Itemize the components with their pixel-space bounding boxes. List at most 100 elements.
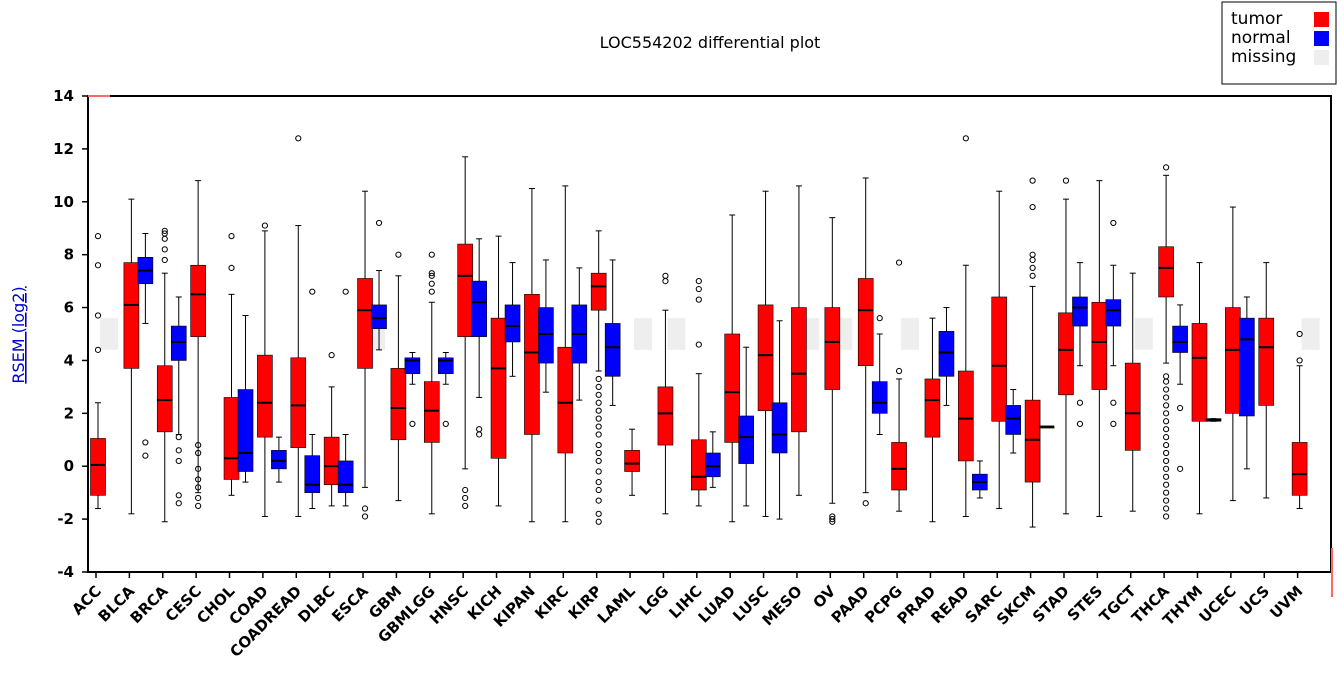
box-normal-ESCA xyxy=(371,219,387,351)
outlier-point xyxy=(476,431,483,438)
outlier-point xyxy=(175,500,182,507)
legend-swatch-normal xyxy=(1314,31,1329,46)
outlier-point xyxy=(428,272,435,279)
outlier-point xyxy=(595,497,602,504)
outlier-point xyxy=(1163,497,1170,504)
box-body xyxy=(1225,307,1241,414)
outlier-point xyxy=(695,296,702,303)
x-tick-label: ESCA xyxy=(328,582,372,626)
y-tick-label: 12 xyxy=(53,140,74,158)
outlier-point xyxy=(161,235,168,242)
outlier-point xyxy=(595,431,602,438)
y-tick-label: 6 xyxy=(64,299,74,317)
box-tumor-TGCT xyxy=(1124,272,1141,512)
outlier-point xyxy=(595,415,602,422)
box-normal-GBMLGG xyxy=(437,352,454,428)
box-tumor-KIRP xyxy=(590,230,607,525)
outlier-point xyxy=(1163,489,1170,496)
box-normal-LIHC xyxy=(705,431,721,488)
box-body xyxy=(1058,312,1074,396)
box-body xyxy=(705,452,721,478)
outlier-point xyxy=(195,476,202,483)
box-body xyxy=(490,317,507,459)
outlier-point xyxy=(1163,426,1170,433)
box-normal-KIPAN xyxy=(538,259,554,393)
plot-frame xyxy=(87,95,1332,573)
box-body xyxy=(1291,442,1308,496)
outlier-point xyxy=(662,278,669,285)
outlier-point xyxy=(175,492,182,499)
outlier-point xyxy=(662,272,669,279)
x-tick-label: UCEC xyxy=(1196,582,1240,626)
box-body xyxy=(924,378,941,438)
box-body xyxy=(123,262,140,369)
outlier-point xyxy=(595,407,602,414)
outlier-point xyxy=(1163,378,1170,385)
box-tumor-SKCM xyxy=(1024,177,1041,528)
box-body xyxy=(423,381,440,443)
outlier-point xyxy=(1029,256,1036,264)
outlier-point xyxy=(94,233,102,240)
y-tick-label: -4 xyxy=(57,563,74,581)
outlier-point xyxy=(1029,203,1036,211)
outlier-point xyxy=(195,449,202,457)
box-body xyxy=(90,438,106,496)
box-body xyxy=(304,455,321,493)
box-tumor-CHOL xyxy=(223,233,240,496)
outlier-point xyxy=(1163,465,1170,472)
box-body xyxy=(991,296,1008,422)
box-body xyxy=(237,389,254,472)
box-normal-BRCA xyxy=(170,296,187,507)
outlier-point xyxy=(1062,177,1070,184)
box-body xyxy=(938,331,955,377)
box-body xyxy=(437,357,454,374)
outlier-point xyxy=(1296,330,1303,338)
legend-label-missing: missing xyxy=(1231,47,1296,67)
box-normal-PAAD xyxy=(871,315,888,435)
box-body xyxy=(958,370,974,462)
outlier-point xyxy=(829,516,836,523)
missing-marker xyxy=(634,318,653,350)
outlier-point xyxy=(175,434,182,441)
box-normal-THYM xyxy=(1205,418,1222,422)
x-tick-label: LGG xyxy=(635,582,672,619)
x-tick-label: UCS xyxy=(1236,582,1273,619)
outlier-point xyxy=(361,513,369,520)
box-tumor-BRCA xyxy=(156,227,173,523)
outlier-point xyxy=(876,315,883,322)
outlier-point xyxy=(1163,402,1170,409)
box-body xyxy=(791,307,807,433)
box-normal-LUAD xyxy=(738,346,754,507)
outlier-point xyxy=(462,502,469,509)
box-body xyxy=(1191,323,1208,422)
outlier-point xyxy=(428,251,435,258)
box-body xyxy=(857,278,874,367)
box-normal-UCEC xyxy=(1239,296,1255,470)
outlier-point xyxy=(595,383,602,390)
box-tumor-LUSC xyxy=(757,190,774,517)
box-tumor-UVM xyxy=(1291,330,1308,510)
outlier-point xyxy=(1177,404,1184,412)
box-body xyxy=(404,357,421,374)
box-body xyxy=(1024,399,1041,483)
box-tumor-MESO xyxy=(791,185,807,496)
box-body xyxy=(457,243,473,337)
y-axis: -4 -2 0 2 4 6 8 10 12 14 xyxy=(53,87,88,581)
box-body xyxy=(1158,246,1174,298)
box-tumor-PAAD xyxy=(857,177,874,507)
outlier-point xyxy=(462,486,469,494)
outlier-point xyxy=(829,513,836,520)
y-tick-label: 2 xyxy=(64,404,74,422)
outlier-point xyxy=(261,222,268,229)
outlier-point xyxy=(1029,177,1036,184)
legend-label-tumor: tumor xyxy=(1231,9,1282,29)
outlier-point xyxy=(94,262,102,269)
box-tumor-ESCA xyxy=(357,190,373,520)
box-normal-DLBC xyxy=(337,288,354,507)
outlier-point xyxy=(1110,399,1117,406)
box-tumor-SARC xyxy=(991,190,1008,510)
x-tick-label: STAD xyxy=(1029,582,1073,626)
missing-marker xyxy=(1301,318,1320,350)
box-body xyxy=(590,272,607,311)
